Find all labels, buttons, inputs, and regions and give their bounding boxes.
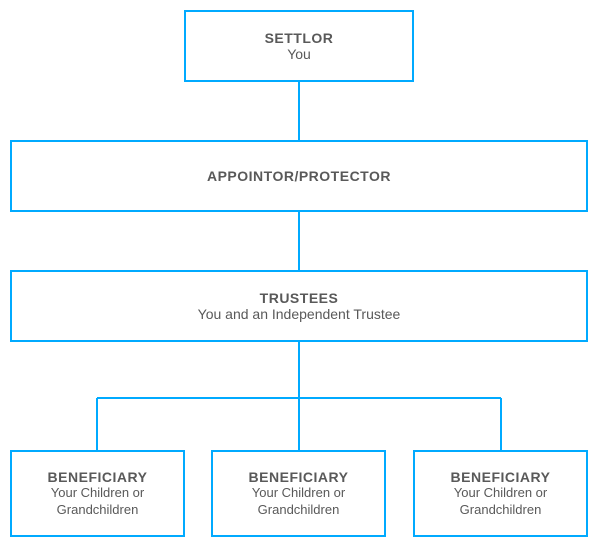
trustees-subtitle: You and an Independent Trustee [198,306,401,322]
settlor-subtitle: You [287,46,311,62]
node-beneficiary-1: BENEFICIARY Your Children or Grandchildr… [10,450,185,537]
beneficiary-2-subtitle: Your Children or Grandchildren [213,485,384,518]
settlor-title: SETTLOR [265,30,334,46]
beneficiary-1-subtitle: Your Children or Grandchildren [12,485,183,518]
beneficiary-3-title: BENEFICIARY [451,469,551,485]
node-beneficiary-2: BENEFICIARY Your Children or Grandchildr… [211,450,386,537]
node-beneficiary-3: BENEFICIARY Your Children or Grandchildr… [413,450,588,537]
beneficiary-3-subtitle: Your Children or Grandchildren [415,485,586,518]
trustees-title: TRUSTEES [260,290,339,306]
beneficiary-2-title: BENEFICIARY [249,469,349,485]
appointor-title: APPOINTOR/PROTECTOR [207,168,391,184]
node-appointor: APPOINTOR/PROTECTOR [10,140,588,212]
beneficiary-1-title: BENEFICIARY [48,469,148,485]
node-settlor: SETTLOR You [184,10,414,82]
node-trustees: TRUSTEES You and an Independent Trustee [10,270,588,342]
